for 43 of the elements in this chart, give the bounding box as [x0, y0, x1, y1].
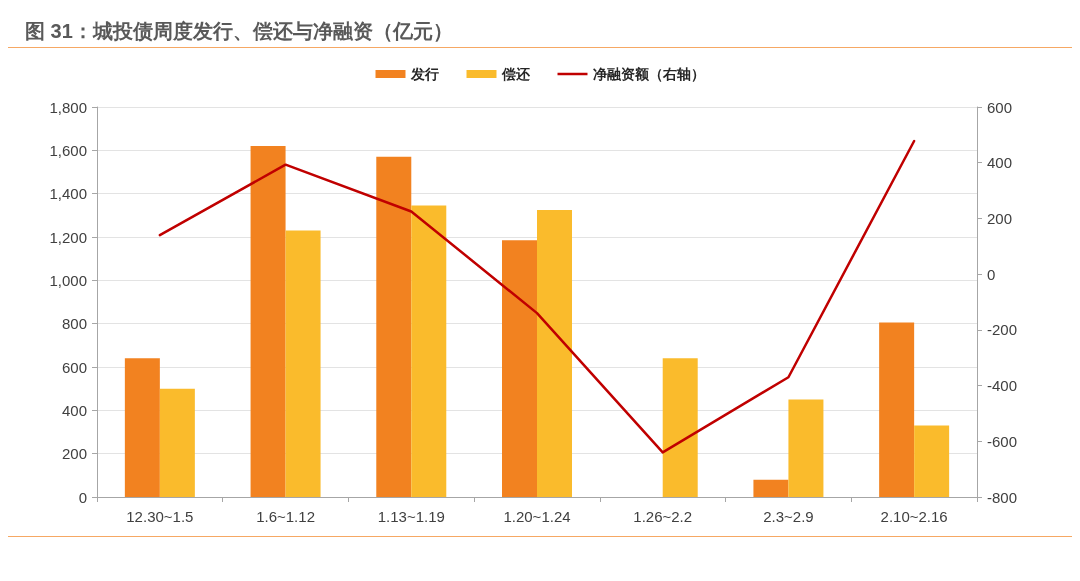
bar: [788, 399, 824, 497]
y2-tick-label: -400: [987, 377, 1018, 395]
y2-tick-label: -800: [987, 488, 1018, 506]
y2-tick-label: 0: [987, 265, 996, 283]
bar: [376, 156, 412, 497]
y-tick-label: 0: [78, 488, 87, 506]
bar: [537, 209, 572, 497]
bar: [753, 479, 789, 497]
y-tick-label: 1,800: [49, 98, 87, 116]
y2-tick-label: -600: [987, 432, 1018, 450]
x-tick-label: 2.3~2.9: [763, 508, 814, 525]
y-tick-label: 600: [61, 358, 87, 376]
legend-label: 偿还: [500, 66, 531, 82]
bar: [662, 358, 698, 497]
bar: [250, 146, 286, 497]
bar: [285, 230, 321, 497]
x-tick-label: 2.10~2.16: [880, 508, 948, 525]
legend-label: 净融资额（右轴）: [592, 66, 705, 82]
y-tick-label: 400: [61, 401, 87, 419]
legend-label: 发行: [409, 66, 439, 82]
y2-tick-label: -200: [987, 321, 1018, 339]
bar: [914, 425, 950, 497]
x-tick-label: 1.26~2.2: [633, 508, 693, 525]
y-tick-label: 1,200: [49, 228, 87, 246]
bar: [159, 388, 195, 497]
bar: [124, 358, 160, 497]
bar: [879, 322, 915, 497]
y2-tick-label: 200: [987, 209, 1013, 227]
x-tick-label: 1.13~1.19: [377, 508, 445, 525]
line-series: [158, 139, 916, 454]
y-tick-label: 1,400: [49, 185, 87, 203]
y2-tick-label: 600: [987, 98, 1013, 116]
bar: [411, 205, 447, 497]
y-tick-label: 1,600: [49, 141, 87, 159]
chart-title: 图 31：城投债周度发行、偿还与净融资（亿元）: [25, 20, 453, 42]
bar: [502, 240, 537, 497]
x-tick-label: 1.20~1.24: [503, 508, 571, 525]
x-tick-label: 1.6~1.12: [256, 508, 315, 525]
y-tick-label: 200: [61, 445, 87, 463]
y-tick-label: 1,000: [49, 271, 87, 289]
x-tick-label: 12.30~1.5: [126, 508, 194, 525]
y-tick-label: 800: [61, 315, 87, 333]
y2-tick-label: 400: [987, 154, 1013, 172]
